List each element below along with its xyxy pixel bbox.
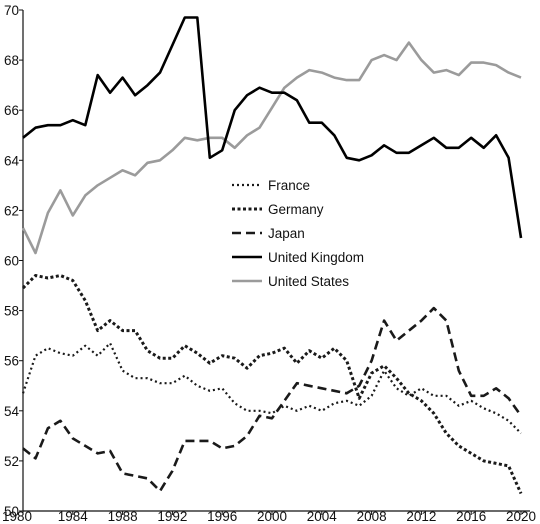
x-tick-label: 1984 xyxy=(58,509,89,524)
x-tick-label: 2008 xyxy=(357,509,387,524)
y-tick-label: 70 xyxy=(4,3,19,18)
x-tick-label: 2016 xyxy=(456,509,486,524)
y-tick-label: 50 xyxy=(4,504,19,519)
x-tick-label: 1992 xyxy=(157,509,187,524)
legend-label: France xyxy=(268,178,310,193)
y-tick-label: 58 xyxy=(4,304,19,319)
y-tick-label: 66 xyxy=(4,103,19,118)
x-tick-label: 1988 xyxy=(108,509,138,524)
x-tick-label: 1980 xyxy=(2,509,32,524)
legend-label: United Kingdom xyxy=(268,250,364,265)
y-tick-label: 52 xyxy=(4,454,19,469)
y-tick-label: 54 xyxy=(4,404,20,419)
x-axis-ticks: 1980 1984 1988 1992 1996 2000 2004 2008 2012 2016… xyxy=(2,509,536,524)
y-tick-label: 62 xyxy=(4,203,19,218)
y-tick-label: 56 xyxy=(4,354,19,369)
y-axis-ticks: 50 52 54 56 58 60 62 64 66 68 70 xyxy=(4,3,23,519)
x-tick-label: 2012 xyxy=(406,509,436,524)
legend-label: United States xyxy=(268,274,349,289)
series-line-united-states xyxy=(21,41,522,255)
x-tick-label: 2000 xyxy=(257,509,287,524)
x-tick-label: 2020 xyxy=(506,509,536,524)
series-lines xyxy=(21,16,523,495)
legend-label: Germany xyxy=(268,202,324,217)
y-tick-label: 68 xyxy=(4,53,19,68)
series-line-united-kingdom xyxy=(22,16,523,239)
series-line-france xyxy=(21,342,522,435)
x-tick-label: 1996 xyxy=(207,509,237,524)
chart-legend: France Germany Japan United Kingdom United S… xyxy=(232,178,364,289)
y-tick-label: 60 xyxy=(4,254,19,269)
legend-label: Japan xyxy=(268,226,305,241)
x-tick-label: 2004 xyxy=(307,509,338,524)
y-tick-label: 64 xyxy=(4,153,20,168)
series-line-japan xyxy=(22,306,523,493)
series-line-germany xyxy=(21,274,523,495)
